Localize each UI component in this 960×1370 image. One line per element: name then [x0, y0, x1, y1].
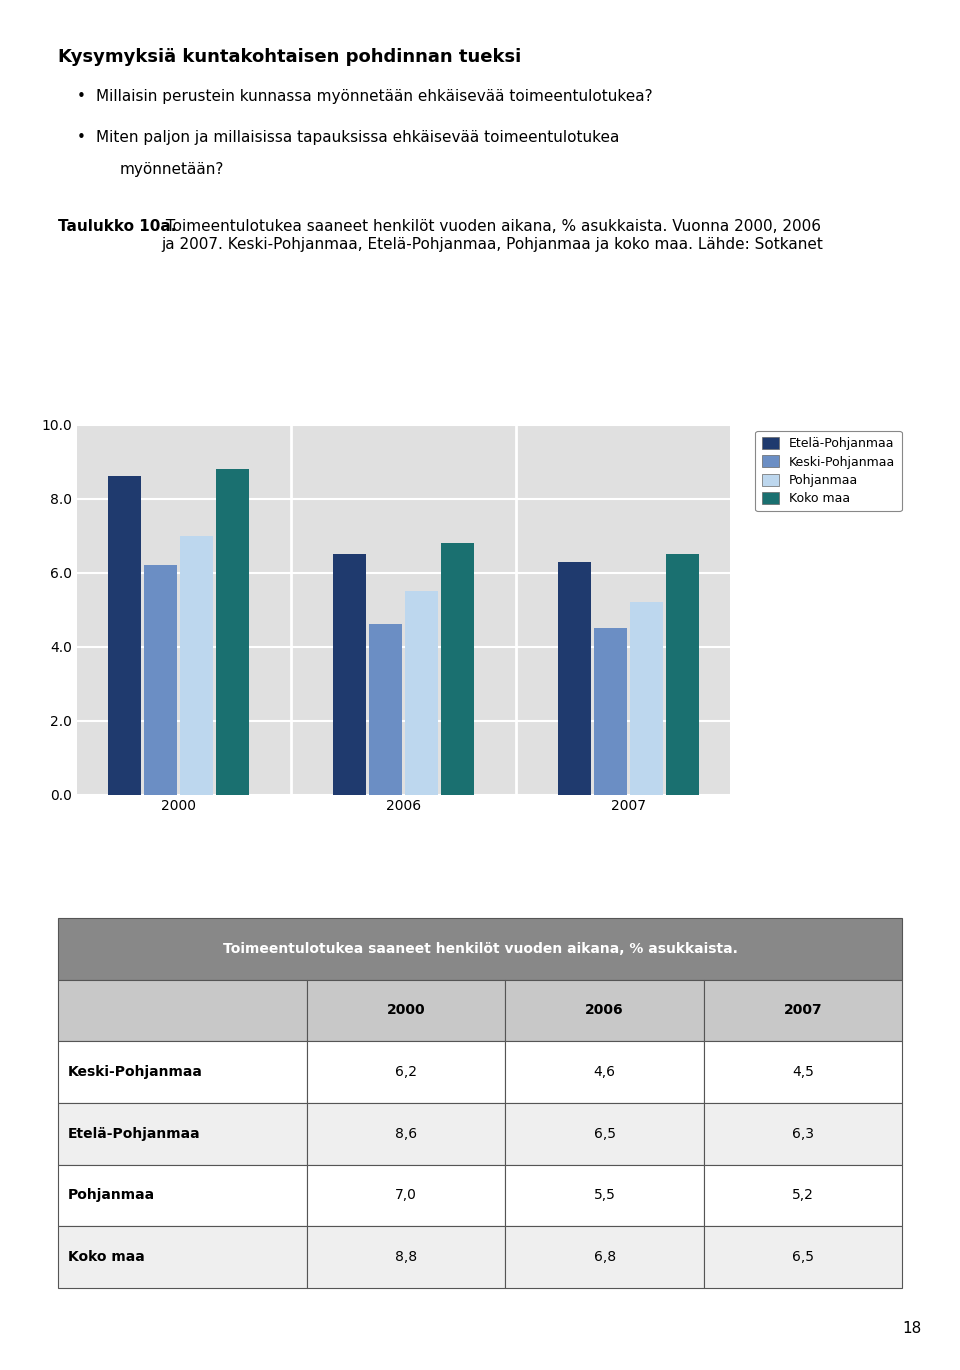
Legend: Etelä-Pohjanmaa, Keski-Pohjanmaa, Pohjanmaa, Koko maa: Etelä-Pohjanmaa, Keski-Pohjanmaa, Pohjan…: [756, 432, 901, 511]
FancyBboxPatch shape: [58, 1041, 307, 1103]
FancyBboxPatch shape: [505, 1164, 704, 1226]
FancyBboxPatch shape: [704, 1226, 902, 1288]
Text: Miten paljon ja millaisissa tapauksissa ehkäisevää toimeentulotukea: Miten paljon ja millaisissa tapauksissa …: [96, 130, 619, 145]
Bar: [593, 627, 627, 795]
Text: 8,6: 8,6: [395, 1126, 418, 1141]
Text: 5,2: 5,2: [792, 1188, 814, 1203]
Text: •: •: [77, 130, 85, 145]
Bar: [405, 592, 438, 795]
Text: 2006: 2006: [586, 1003, 624, 1018]
FancyBboxPatch shape: [505, 1103, 704, 1164]
FancyBboxPatch shape: [58, 1226, 307, 1288]
Text: Etelä-Pohjanmaa: Etelä-Pohjanmaa: [67, 1126, 201, 1141]
Bar: [558, 562, 590, 795]
Text: 6,5: 6,5: [593, 1126, 615, 1141]
Text: 6,3: 6,3: [792, 1126, 814, 1141]
Bar: [216, 469, 249, 795]
Text: 18: 18: [902, 1321, 922, 1336]
FancyBboxPatch shape: [58, 980, 307, 1041]
Text: Kysymyksiä kuntakohtaisen pohdinnan tueksi: Kysymyksiä kuntakohtaisen pohdinnan tuek…: [58, 48, 521, 66]
Bar: [369, 625, 401, 795]
Text: •: •: [77, 89, 85, 104]
Bar: [630, 603, 662, 795]
Bar: [441, 543, 474, 795]
FancyBboxPatch shape: [505, 1226, 704, 1288]
FancyBboxPatch shape: [307, 980, 505, 1041]
Text: 6,2: 6,2: [396, 1064, 417, 1080]
Text: Toimeentulotukea saaneet henkilöt vuoden aikana, % asukkaista.: Toimeentulotukea saaneet henkilöt vuoden…: [223, 941, 737, 956]
FancyBboxPatch shape: [307, 1226, 505, 1288]
Text: 2000: 2000: [387, 1003, 425, 1018]
Text: 5,5: 5,5: [593, 1188, 615, 1203]
FancyBboxPatch shape: [505, 1041, 704, 1103]
Text: Pohjanmaa: Pohjanmaa: [67, 1188, 155, 1203]
Text: 8,8: 8,8: [395, 1249, 418, 1265]
Bar: [108, 477, 140, 795]
FancyBboxPatch shape: [505, 980, 704, 1041]
Bar: [144, 566, 177, 795]
FancyBboxPatch shape: [58, 1103, 307, 1164]
Text: 7,0: 7,0: [396, 1188, 417, 1203]
Text: 6,8: 6,8: [593, 1249, 615, 1265]
Bar: [180, 536, 213, 795]
Text: Taulukko 10a.: Taulukko 10a.: [58, 219, 176, 234]
Bar: [332, 553, 366, 795]
FancyBboxPatch shape: [307, 1103, 505, 1164]
Text: Millaisin perustein kunnassa myönnetään ehkäisevää toimeentulotukea?: Millaisin perustein kunnassa myönnetään …: [96, 89, 653, 104]
FancyBboxPatch shape: [704, 1103, 902, 1164]
FancyBboxPatch shape: [704, 1164, 902, 1226]
Text: 2007: 2007: [783, 1003, 823, 1018]
FancyBboxPatch shape: [58, 1164, 307, 1226]
Text: 6,5: 6,5: [792, 1249, 814, 1265]
FancyBboxPatch shape: [307, 1041, 505, 1103]
FancyBboxPatch shape: [704, 980, 902, 1041]
Bar: [666, 553, 699, 795]
Text: 4,6: 4,6: [593, 1064, 615, 1080]
Text: myönnetään?: myönnetään?: [120, 162, 225, 177]
FancyBboxPatch shape: [704, 1041, 902, 1103]
FancyBboxPatch shape: [307, 1164, 505, 1226]
Text: Koko maa: Koko maa: [67, 1249, 144, 1265]
FancyBboxPatch shape: [58, 918, 902, 980]
Text: Toimeentulotukea saaneet henkilöt vuoden aikana, % asukkaista. Vuonna 2000, 2006: Toimeentulotukea saaneet henkilöt vuoden…: [161, 219, 823, 252]
Text: Keski-Pohjanmaa: Keski-Pohjanmaa: [67, 1064, 203, 1080]
Text: 4,5: 4,5: [792, 1064, 814, 1080]
